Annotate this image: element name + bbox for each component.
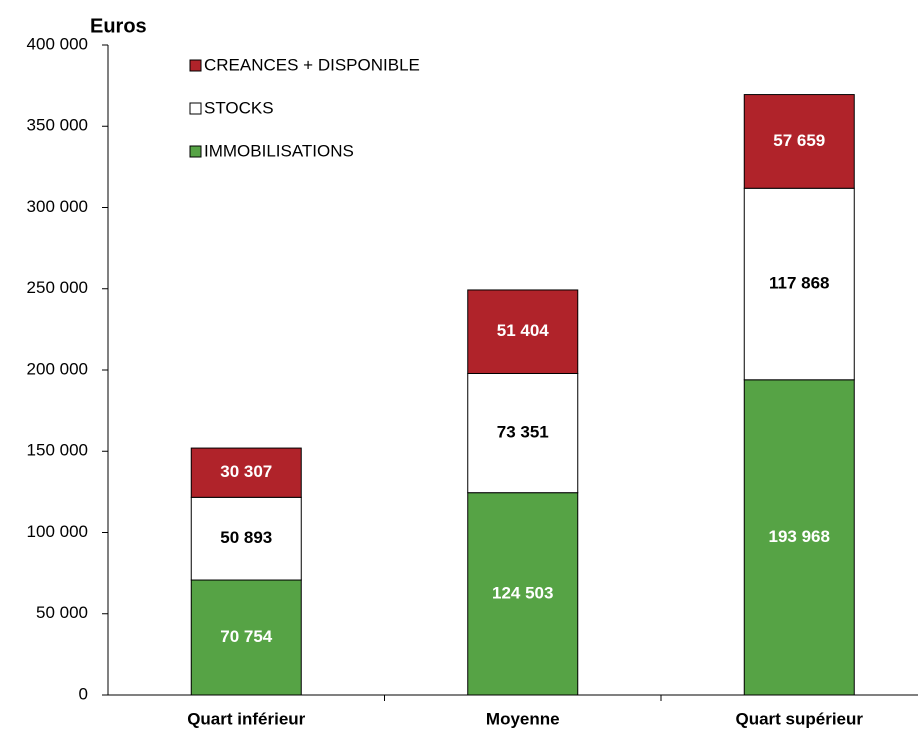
legend-swatch bbox=[189, 145, 202, 158]
bar-segment bbox=[190, 496, 302, 581]
y-tick-label: 50 000 bbox=[36, 603, 88, 622]
legend-label: STOCKS bbox=[204, 98, 274, 117]
data-label: 57 659 bbox=[773, 131, 825, 150]
legend-swatch bbox=[189, 59, 202, 72]
y-tick-label: 100 000 bbox=[27, 522, 88, 541]
data-label: 50 893 bbox=[220, 528, 272, 547]
bar-segment bbox=[743, 379, 855, 696]
bar-segment bbox=[190, 447, 302, 498]
x-tick-label: Quart supérieur bbox=[735, 709, 863, 728]
bar-segment bbox=[190, 579, 302, 696]
bar-segment bbox=[467, 372, 579, 494]
y-tick-label: 350 000 bbox=[27, 116, 88, 135]
y-tick-label: 400 000 bbox=[27, 34, 88, 53]
x-tick-label: Quart inférieur bbox=[187, 709, 305, 728]
bar-segment bbox=[467, 289, 579, 374]
y-tick-label: 300 000 bbox=[27, 197, 88, 216]
y-tick-label: 200 000 bbox=[27, 359, 88, 378]
axis-title: Euros bbox=[90, 15, 147, 37]
data-label: 193 968 bbox=[769, 527, 830, 546]
y-tick-label: 150 000 bbox=[27, 441, 88, 460]
y-tick-label: 250 000 bbox=[27, 278, 88, 297]
legend-label: IMMOBILISATIONS bbox=[204, 141, 354, 160]
data-label: 73 351 bbox=[497, 423, 549, 442]
bar-segment bbox=[743, 187, 855, 381]
bar-segment bbox=[467, 492, 579, 696]
x-tick-label: Moyenne bbox=[486, 709, 560, 728]
data-label: 51 404 bbox=[497, 321, 550, 340]
data-label: 70 754 bbox=[220, 627, 273, 646]
data-label: 30 307 bbox=[220, 462, 272, 481]
data-label: 117 868 bbox=[769, 274, 830, 293]
legend-label: CREANCES + DISPONIBLE bbox=[204, 55, 420, 74]
bar-segment bbox=[743, 94, 855, 189]
legend-swatch bbox=[189, 102, 202, 115]
data-label: 124 503 bbox=[492, 583, 553, 602]
y-tick-label: 0 bbox=[79, 684, 88, 703]
